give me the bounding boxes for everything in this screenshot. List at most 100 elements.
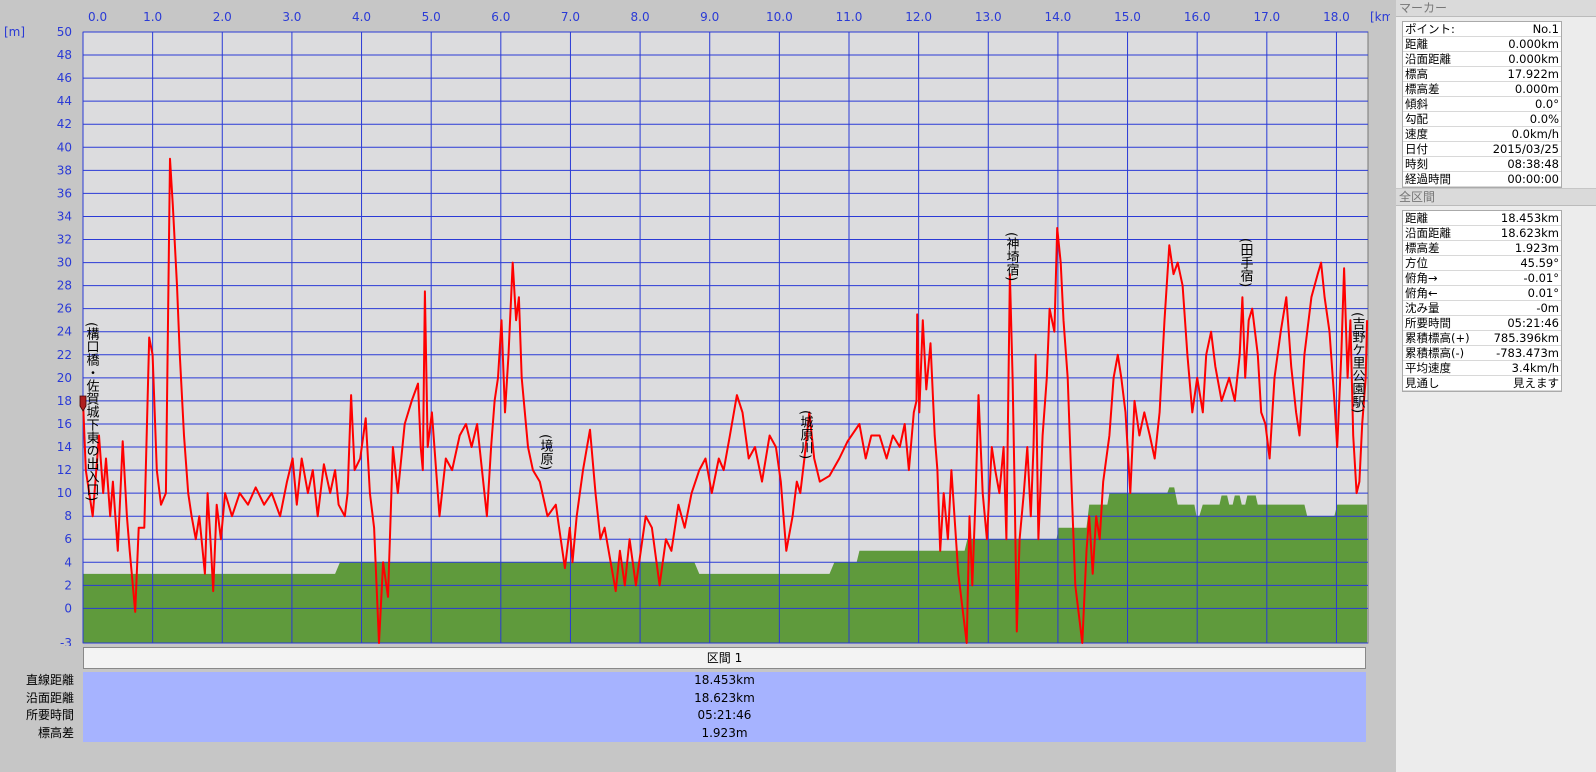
row-value: 0.000km — [1508, 52, 1559, 66]
panel-row: 平均速度 3.4km/h — [1403, 361, 1561, 376]
place-annotation: (神埼宿) — [1004, 232, 1020, 281]
row-key: 累積標高(+) — [1405, 331, 1470, 345]
row-value: 見えます — [1513, 376, 1559, 390]
row-key: 沿面距離 — [1405, 226, 1451, 240]
row-value: 17.922m — [1507, 67, 1559, 81]
place-annotation: (城原川) — [798, 410, 814, 459]
x-tick-label: 16.0 — [1184, 10, 1211, 24]
row-key: 速度 — [1405, 127, 1428, 141]
y-tick-label: 30 — [57, 256, 72, 270]
panel-title: 全区間 — [1396, 189, 1596, 206]
row-key: 累積標高(-) — [1405, 346, 1465, 360]
x-tick-label: 3.0 — [282, 10, 301, 24]
panel-row: 日付 2015/03/25 — [1403, 142, 1561, 157]
y-tick-label: 28 — [57, 279, 72, 293]
row-value: 3.4km/h — [1511, 361, 1559, 375]
x-tick-label: 0.0 — [88, 10, 107, 24]
x-axis-unit: [km] — [1370, 10, 1390, 24]
row-value: 0.000m — [1514, 82, 1559, 96]
row-value: 0.0km/h — [1511, 127, 1559, 141]
row-value: 2015/03/25 — [1492, 142, 1559, 156]
row-key: ポイント: — [1405, 22, 1455, 36]
point-marker — [79, 395, 87, 412]
row-value: 0.0% — [1529, 112, 1559, 126]
row-key: 沈み量 — [1405, 301, 1440, 315]
y-tick-label: 40 — [57, 140, 72, 154]
row-value: 0.000km — [1508, 37, 1559, 51]
row-value: No.1 — [1532, 22, 1559, 36]
place-annotation: (田手宿) — [1238, 238, 1254, 287]
panel-row: 累積標高(-) -783.473m — [1403, 346, 1561, 361]
x-tick-label: 18.0 — [1323, 10, 1350, 24]
plot-layer: 5048464442403836343230282624222018161412… — [57, 10, 1369, 646]
total-panel: 全区間 距離 18.453km 沿面距離 18.623km 標高差 1.923m 方位 45.5… — [1396, 189, 1596, 772]
row-key: 日付 — [1405, 142, 1428, 156]
y-tick-label: 14 — [57, 440, 72, 454]
x-tick-label: 8.0 — [631, 10, 650, 24]
row-value: 0.0° — [1534, 97, 1559, 111]
panel-table: 距離 18.453km 沿面距離 18.623km 標高差 1.923m 方位 45.59° 俯… — [1402, 210, 1562, 392]
y-tick-label: 44 — [57, 94, 72, 108]
place-annotation: (境原) — [538, 434, 554, 470]
y-tick-label: 24 — [57, 325, 72, 339]
y-tick-label: 18 — [57, 394, 72, 408]
row-key: 平均速度 — [1405, 361, 1451, 375]
x-tick-label: 13.0 — [975, 10, 1002, 24]
row-label: 沿面距離 — [25, 690, 74, 705]
row-key: 標高 — [1405, 67, 1428, 81]
y-tick-label: 46 — [57, 71, 72, 85]
row-key: 時刻 — [1405, 157, 1428, 171]
row-value: 00:00:00 — [1507, 172, 1559, 186]
panel-row: 俯角→ -0.01° — [1403, 271, 1561, 286]
row-key: 沿面距離 — [1405, 52, 1451, 66]
panel-row: 俯角← 0.01° — [1403, 286, 1561, 301]
y-axis-unit: [m] — [4, 25, 25, 39]
row-value: 785.396km — [1493, 331, 1559, 345]
row-key: 見通し — [1405, 376, 1440, 390]
row-value: 18.453km — [83, 672, 1366, 690]
y-tick-label: 36 — [57, 186, 72, 200]
x-tick-label: 17.0 — [1253, 10, 1280, 24]
y-tick-label: 8 — [64, 509, 72, 523]
row-key: 勾配 — [1405, 112, 1428, 126]
row-key: 所要時間 — [1405, 316, 1451, 330]
panel-row: 沿面距離 18.623km — [1403, 226, 1561, 241]
y-tick-label: 6 — [64, 532, 72, 546]
place-annotation: (吉野ケ里公園駅) — [1350, 312, 1366, 413]
x-tick-label: 5.0 — [422, 10, 441, 24]
place-annotation: (構口橋・佐賀城下東の出入口) — [84, 322, 100, 501]
y-tick-label: 4 — [64, 555, 72, 569]
row-value: 18.623km — [1500, 226, 1559, 240]
panel-row: 標高差 0.000m — [1403, 82, 1561, 97]
row-value: -783.473m — [1496, 346, 1559, 360]
x-tick-label: 4.0 — [352, 10, 371, 24]
row-value: 1.923m — [1514, 241, 1559, 255]
x-tick-label: 9.0 — [700, 10, 719, 24]
y-tick-label: 2 — [64, 578, 72, 592]
row-key: 傾斜 — [1405, 97, 1428, 111]
panel-row: 沿面距離 0.000km — [1403, 52, 1561, 67]
panel-row: 標高 17.922m — [1403, 67, 1561, 82]
y-tick-label: 26 — [57, 302, 72, 316]
section-table: 区間 1 直線距離 18.453km 沿面距離 18.623km 所要時間 05:21:46… — [0, 647, 1368, 742]
elevation-line — [82, 157, 1369, 644]
section-row: 直線距離 18.453km — [0, 672, 1368, 690]
y-tick-label: 34 — [57, 209, 72, 223]
row-value: 0.01° — [1527, 286, 1559, 300]
y-tick-label: 20 — [57, 371, 72, 385]
panel-row: 距離 18.453km — [1403, 211, 1561, 226]
y-tick-label: 32 — [57, 233, 72, 247]
x-tick-label: 12.0 — [905, 10, 932, 24]
row-key: 俯角← — [1405, 286, 1438, 300]
x-tick-label: 15.0 — [1114, 10, 1141, 24]
panel-row: 傾斜 0.0° — [1403, 97, 1561, 112]
y-tick-label: 42 — [57, 117, 72, 131]
panel-row: 累積標高(+) 785.396km — [1403, 331, 1561, 346]
panel-row: 時刻 08:38:48 — [1403, 157, 1561, 172]
row-value: -0.01° — [1523, 271, 1559, 285]
y-tick-label: 16 — [57, 417, 72, 431]
row-value: 45.59° — [1520, 256, 1559, 270]
row-key: 標高差 — [1405, 241, 1440, 255]
y-tick-label: 22 — [57, 348, 72, 362]
row-key: 経過時間 — [1405, 172, 1451, 186]
